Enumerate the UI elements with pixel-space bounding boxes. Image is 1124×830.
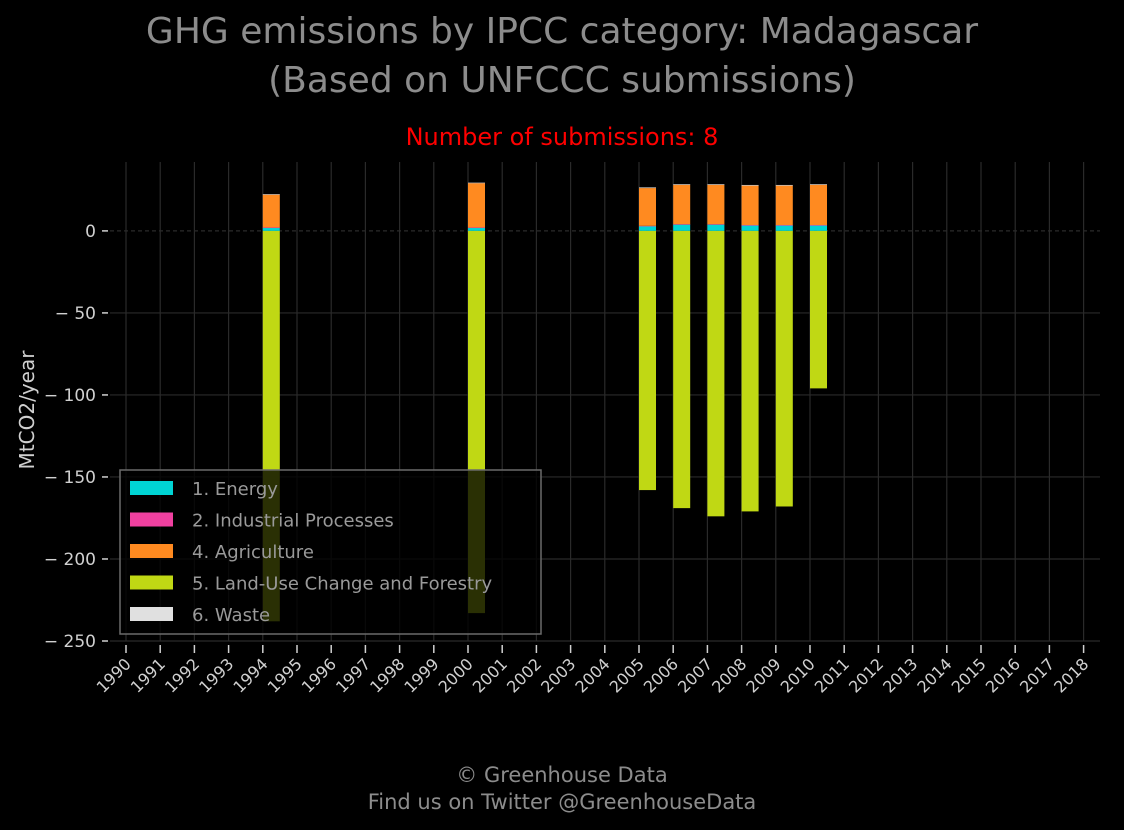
y-tick-label: − 150 [44, 468, 96, 488]
x-tick-label: 2010 [777, 654, 819, 696]
legend-box [119, 469, 542, 635]
x-tick-label: 2004 [571, 654, 613, 696]
y-axis-label: MtCO2/year [15, 350, 39, 470]
x-tick-label: 2000 [435, 654, 477, 696]
chart-title-line2: (Based on UNFCCC submissions) [268, 60, 856, 101]
y-tick-label: − 200 [44, 550, 96, 570]
bar-segment [262, 194, 280, 228]
x-tick-label: 2003 [537, 654, 579, 696]
legend-label: 4. Agriculture [192, 542, 314, 563]
x-tick-label: 2016 [982, 654, 1024, 696]
bar-segment [810, 225, 827, 231]
bar-segment [741, 184, 759, 186]
x-tick-label: 2018 [1050, 654, 1092, 696]
x-tick-label: 2002 [503, 654, 545, 696]
chart: 1990199119921993199419951996199719981999… [15, 162, 1100, 697]
x-tick-label: 1999 [400, 654, 442, 696]
x-tick-label: 2001 [469, 654, 511, 696]
x-tick-label: 1994 [229, 654, 271, 696]
x-tick-label: 1998 [366, 654, 408, 696]
legend: 1. Energy 2. Industrial Processes 4. Agric… [119, 469, 542, 635]
bar-segment [673, 230, 691, 509]
bar-segment [468, 227, 485, 229]
legend-swatch [130, 481, 173, 495]
bar-segment [810, 224, 827, 226]
legend-swatch [130, 544, 173, 558]
bar-segment [639, 188, 656, 226]
legend-swatch [130, 575, 173, 590]
bar-segment [775, 184, 793, 186]
bar-segment [810, 184, 827, 185]
x-tick-label: 2015 [948, 654, 990, 696]
footer-copyright: © Greenhouse Data [456, 763, 668, 787]
bar-segment [262, 227, 280, 231]
bar-segment [468, 227, 485, 231]
bar-segment [468, 183, 485, 228]
y-tick-label: − 50 [55, 304, 96, 324]
bar-segment [775, 224, 793, 226]
bar-segment [810, 184, 827, 225]
bar-segment [707, 230, 725, 517]
bar-segment [673, 224, 691, 231]
x-tick-label: 1993 [195, 654, 237, 696]
bar-segment [810, 230, 827, 389]
bar-segment [639, 230, 656, 491]
bar-segment [775, 185, 793, 225]
bar-segment [707, 184, 725, 185]
x-tick-label: 2011 [811, 654, 853, 696]
legend-swatch [130, 607, 173, 621]
bar-segment [707, 224, 725, 231]
y-tick-label: 0 [85, 222, 96, 242]
bar-segment [262, 227, 280, 229]
bar-segment [707, 184, 725, 225]
x-tick-label: 1995 [264, 654, 306, 696]
legend-swatch [130, 512, 173, 527]
chart-title-line1: GHG emissions by IPCC category: Madagasc… [145, 11, 979, 52]
chart-subtitle: Number of submissions: 8 [405, 123, 719, 151]
bar-segment [262, 194, 280, 195]
x-tick-label: 1990 [93, 654, 135, 696]
x-tick-label: 2017 [1016, 654, 1058, 696]
bar-segment [775, 225, 793, 231]
x-tick-label: 2014 [913, 654, 955, 696]
x-tick-label: 2008 [708, 654, 750, 696]
bar-segment [639, 187, 656, 189]
bar-segment [741, 225, 759, 231]
legend-label: 1. Energy [192, 479, 278, 500]
bar-segment [741, 185, 759, 225]
x-tick-label: 2012 [845, 654, 887, 696]
footer-twitter: Find us on Twitter @GreenhouseData [367, 790, 757, 814]
bar-segment [468, 182, 485, 184]
x-tick-label: 1991 [127, 654, 169, 696]
bar-segment [639, 225, 656, 227]
legend-label: 2. Industrial Processes [192, 511, 394, 532]
y-tick-label: − 250 [44, 632, 96, 652]
x-tick-label: 2009 [742, 654, 784, 696]
bar-segment [673, 224, 691, 225]
x-tick-label: 1992 [161, 654, 203, 696]
bar-segment [741, 230, 759, 512]
bar-segment [673, 184, 691, 185]
x-tick-label: 2005 [606, 654, 648, 696]
x-tick-label: 1996 [298, 654, 340, 696]
legend-label: 5. Land-Use Change and Forestry [192, 574, 492, 595]
y-tick-label: − 100 [44, 386, 96, 406]
bar-segment [673, 184, 691, 225]
bar-segment [639, 225, 656, 231]
bar-segment [707, 224, 725, 225]
bar-segment [741, 224, 759, 226]
x-tick-label: 2013 [879, 654, 921, 696]
x-tick-label: 1997 [332, 654, 374, 696]
legend-label: 6. Waste [192, 605, 270, 626]
x-tick-label: 2007 [674, 654, 716, 696]
x-tick-label: 2006 [640, 654, 682, 696]
bar-segment [775, 230, 793, 507]
